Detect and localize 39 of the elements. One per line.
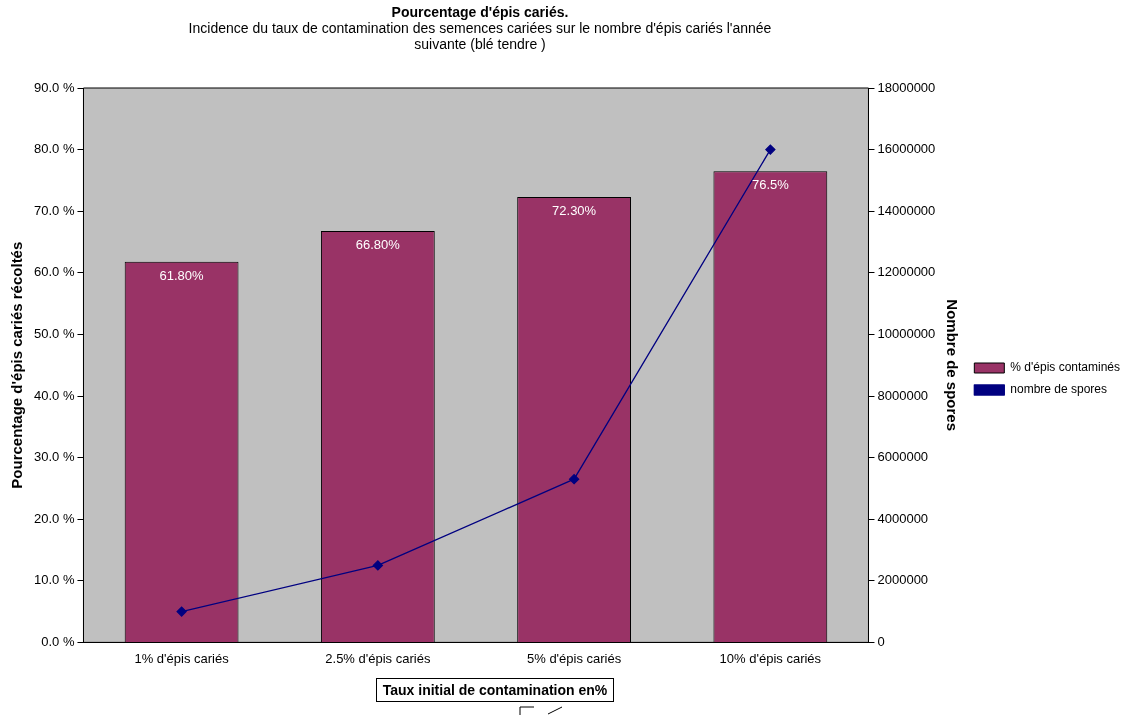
y2-tick-label: 2000000 bbox=[877, 572, 929, 588]
y2-tick-label: 18000000 bbox=[877, 79, 936, 95]
y2-tick-label: 6000000 bbox=[877, 449, 929, 465]
x-tick-label: 10% d'épis cariés bbox=[719, 650, 822, 666]
chart-subtitle: Incidence du taux de contamination des semences cariées sur le nombre d'épis cariés l'année suivante (blé tendre ) bbox=[187, 20, 773, 52]
data-label: 72.30% bbox=[552, 203, 597, 219]
y-tick-label: 70.0 % bbox=[33, 202, 75, 218]
y-tick-label: 90.0 % bbox=[33, 79, 75, 95]
legend-label: nombre de spores bbox=[1010, 382, 1108, 397]
y-tick-label: 0.0 % bbox=[41, 633, 75, 649]
y-tick-label: 30.0 % bbox=[33, 449, 75, 465]
point bbox=[568, 474, 580, 485]
chart-title: Pourcentage d'épis cariés. bbox=[390, 4, 570, 20]
y2-tick-label: 10000000 bbox=[877, 325, 936, 341]
point bbox=[176, 606, 187, 617]
data-label: 76.5% bbox=[751, 177, 790, 193]
x-tick-label: 2.5% d'épis cariés bbox=[325, 650, 431, 666]
data-label: 61.80% bbox=[159, 267, 205, 283]
y-tick-label: 60.0 % bbox=[33, 264, 75, 280]
y2-tick-label: 0 bbox=[877, 633, 885, 649]
y-axis-title: Pourcentage d'épis cariés récoltés bbox=[8, 241, 26, 489]
y-tick-label: 40.0 % bbox=[33, 387, 75, 403]
y2-tick-label: 8000000 bbox=[877, 387, 929, 403]
y-tick-label: 50.0 % bbox=[33, 325, 75, 341]
point bbox=[372, 560, 383, 571]
y-tick-label: 80.0 % bbox=[33, 141, 75, 157]
x-tick-label: 1% d'épis cariés bbox=[134, 650, 230, 666]
y2-tick-label: 12000000 bbox=[877, 264, 936, 280]
y-tick-label: 10.0 % bbox=[33, 572, 75, 588]
y2-axis-title: Nombre de spores bbox=[944, 299, 962, 432]
y2-tick-label: 16000000 bbox=[877, 141, 936, 157]
data-label: 66.80% bbox=[355, 236, 401, 252]
y2-tick-label: 14000000 bbox=[877, 202, 936, 218]
x-axis-title: Taux initial de contamination en% bbox=[375, 678, 615, 702]
x-tick-label: 5% d'épis cariés bbox=[526, 650, 622, 666]
legend-label: % d'épis contaminés bbox=[1010, 360, 1121, 375]
point bbox=[765, 144, 776, 155]
y2-tick-label: 4000000 bbox=[877, 510, 929, 526]
y-tick-label: 20.0 % bbox=[33, 510, 75, 526]
